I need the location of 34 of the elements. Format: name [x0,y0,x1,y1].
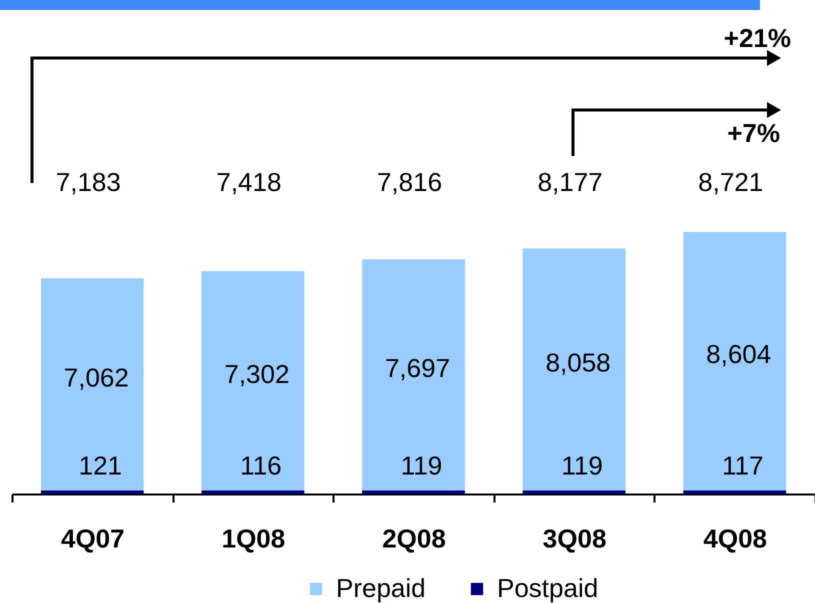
data-label: 119 [400,450,442,480]
bar [40,278,144,490]
bar [202,271,304,491]
data-label: 119 [561,450,603,480]
data-label: 7,062 [64,362,129,392]
bar [683,232,786,490]
x-tick-label: 4Q08 [703,524,768,554]
text: +21% [724,23,791,53]
total-label: 8,721 [698,167,764,197]
text: +7% [727,118,780,148]
data-label: 7,302 [224,358,290,389]
bar [202,490,304,494]
data-label: 7,697 [384,352,450,383]
x-tick-label: 3Q08 [542,524,606,554]
bar [522,248,626,490]
data-label: 117 [722,450,764,480]
bar [522,490,626,494]
legend-label: Postpaid [497,573,598,603]
total-label: 7,816 [376,167,442,197]
data-label: 116 [240,450,282,481]
bar [40,490,144,494]
total-label: 7,418 [216,167,282,197]
bar [362,259,465,490]
total-label: 8,177 [538,167,603,197]
bar [683,490,786,494]
data-label: 121 [78,450,122,480]
data-label: 8,058 [546,347,611,378]
x-tick-label: 4Q07 [60,524,125,554]
bar [362,490,465,494]
x-tick-label: 2Q08 [382,524,446,554]
legend-label: Prepaid [336,573,426,603]
x-tick-label: 1Q08 [222,524,286,554]
data-label: 8,604 [706,339,772,370]
total-label: 7,183 [56,167,121,197]
